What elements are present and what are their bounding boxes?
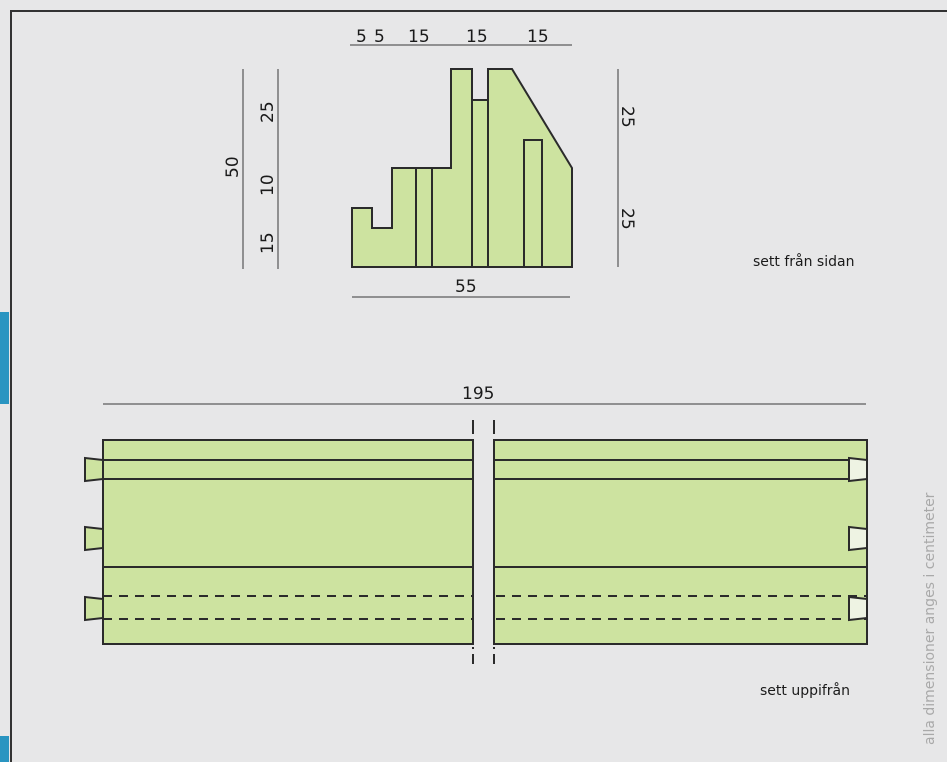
- top-part-right: [493, 439, 868, 645]
- units-note: alla dimensioner anges i centimeter: [922, 492, 938, 745]
- accent-tab-top: [0, 312, 9, 404]
- right-dim-label: 25: [617, 106, 637, 128]
- top-dim-label: 5: [356, 27, 367, 47]
- top-view-label: sett uppifrån: [760, 682, 850, 699]
- length-dim-label: 195: [462, 384, 494, 404]
- inner-post: [523, 139, 543, 268]
- top-dim-label: 15: [408, 27, 430, 47]
- top-dim-label: 15: [527, 27, 549, 47]
- left-dim-label: 10: [258, 174, 278, 196]
- left-dim-label: 25: [258, 101, 278, 123]
- accent-tab-bottom: [0, 736, 9, 762]
- end-block-right: [848, 456, 868, 483]
- top-view: 195 sett uppifrån: [84, 384, 868, 699]
- end-block-right: [848, 525, 868, 552]
- top-dim-label: 5: [374, 27, 385, 47]
- break-gap: [474, 430, 493, 665]
- right-dim-label: 25: [617, 208, 637, 230]
- top-part-left: [102, 439, 474, 645]
- left-dim-label: 15: [258, 232, 278, 254]
- left-total-dim-label: 50: [223, 156, 243, 178]
- side-view: 5 5 15 15 15 55 50 25 10 15 25 25 sett f…: [223, 27, 854, 298]
- top-dim-label: 15: [466, 27, 488, 47]
- end-block-left: [84, 456, 104, 483]
- end-block-right: [848, 595, 868, 622]
- side-profile: [351, 68, 573, 268]
- end-block-left: [84, 525, 104, 552]
- bottom-dim-label: 55: [455, 277, 477, 297]
- side-view-label: sett från sidan: [753, 253, 854, 270]
- end-block-left: [84, 595, 104, 622]
